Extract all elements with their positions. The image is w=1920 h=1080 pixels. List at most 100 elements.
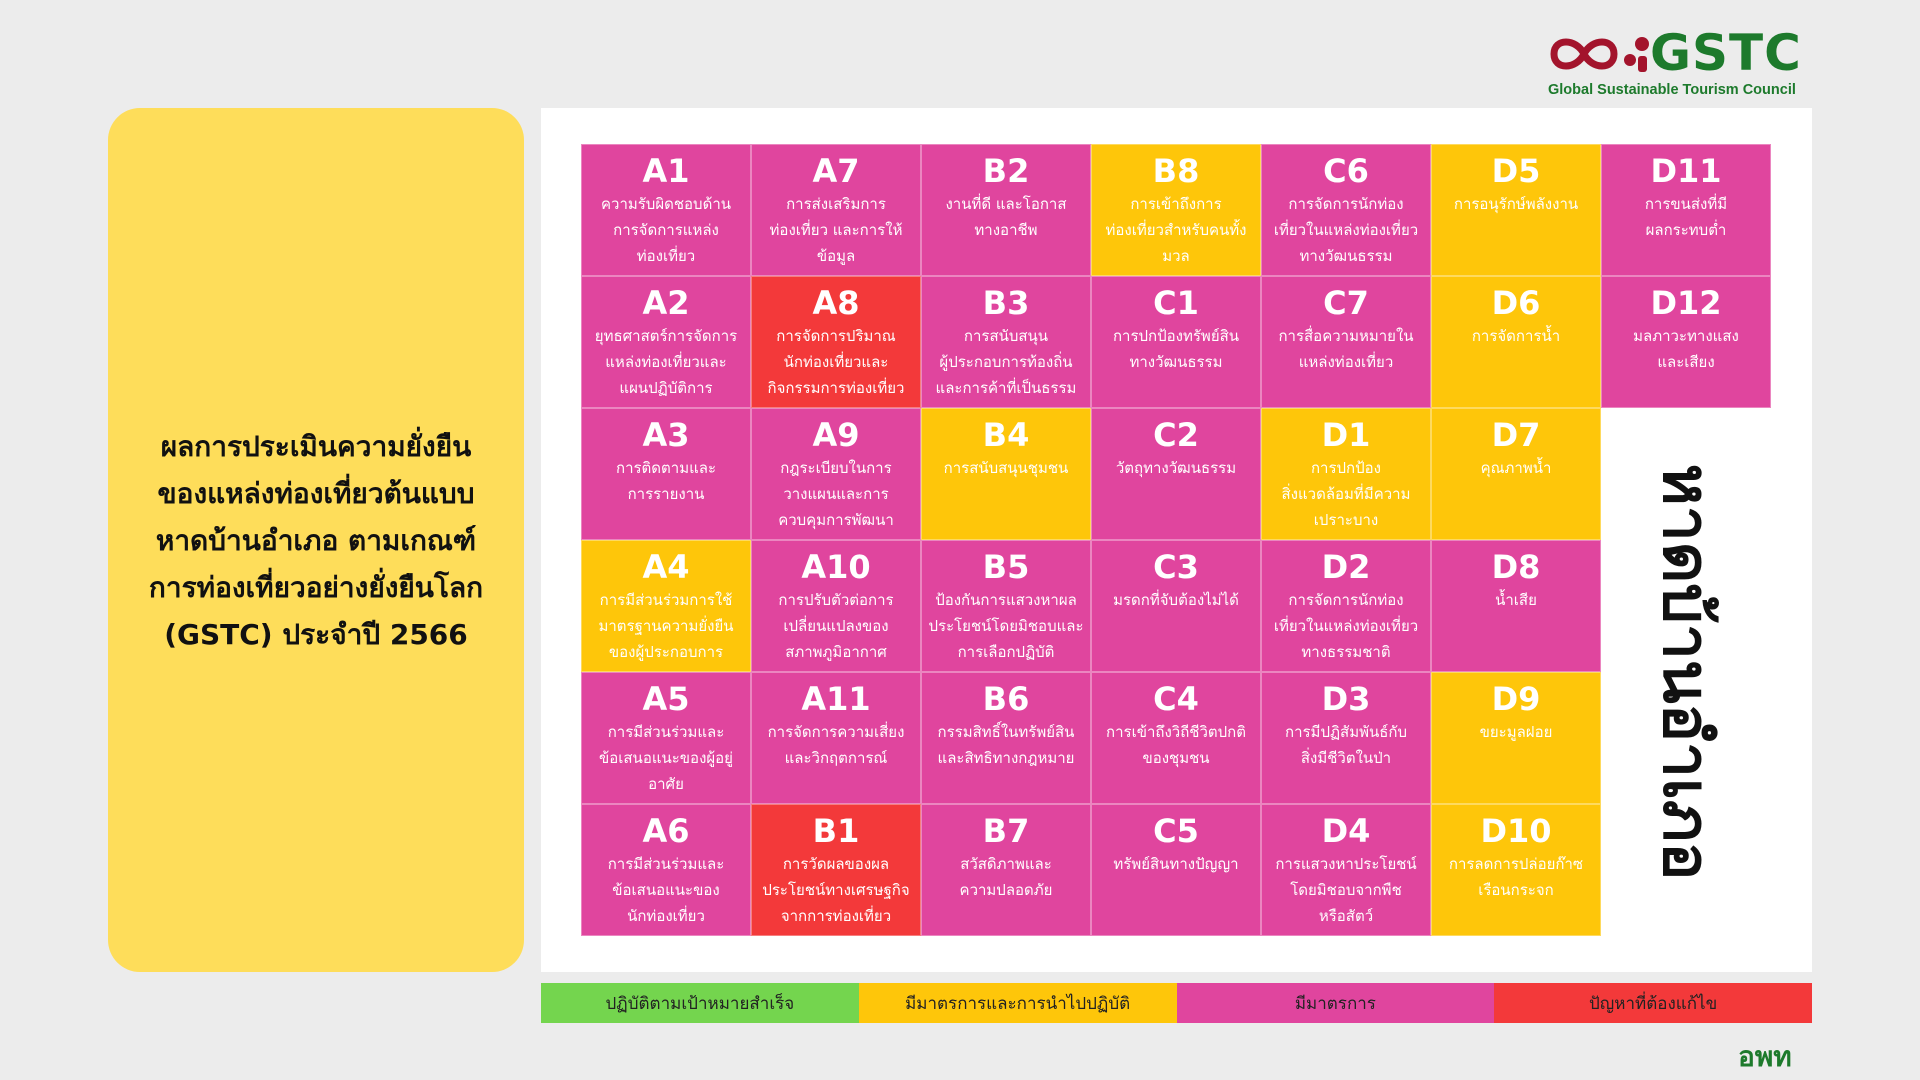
criterion-description: ยุทธศาสตร์การจัดการ แหล่งท่องเที่ยวและ แ… [594, 327, 738, 397]
criterion-description: การจัดการน้ำ [1471, 327, 1561, 345]
criterion-description: การแสวงหาประโยชน์ โดยมิชอบจากพืช หรือสัต… [1275, 855, 1417, 925]
criterion-code: B7 [982, 812, 1030, 850]
criterion-description: มลภาวะทางแสง และเสียง [1633, 327, 1739, 371]
status-legend: ปฏิบัติตามเป้าหมายสำเร็จ มีมาตรการและการน… [541, 983, 1812, 1023]
criterion-cell-a7: A7 การส่งเสริมการ ท่องเที่ยว และการให้ ข้… [751, 144, 921, 276]
criterion-code: B2 [982, 152, 1030, 190]
criterion-code: A8 [812, 284, 860, 322]
criterion-code: A10 [801, 548, 871, 586]
destination-name: หาดบ้านอำเภอ [1648, 463, 1722, 881]
criterion-description: น้ำเสีย [1495, 591, 1537, 609]
criterion-description: การเข้าถึงการ ท่องเที่ยวสำหรับคนทั้ง มวล [1105, 195, 1247, 265]
criterion-code: D8 [1491, 548, 1541, 586]
criterion-code: A3 [642, 416, 690, 454]
criterion-code: D7 [1491, 416, 1541, 454]
criterion-cell-c4: C4 การเข้าถึงวิถีชีวิตปกติ ของชุมชน [1091, 672, 1261, 804]
criterion-cell-d5: D5 การอนุรักษ์พลังงาน [1431, 144, 1601, 276]
criterion-cell-c3: C3 มรดกที่จับต้องไม่ได้ [1091, 540, 1261, 672]
criteria-grid: A1 ความรับผิดชอบด้าน การจัดการแหล่ง ท่องเ… [581, 144, 1771, 936]
criterion-cell-d6: D6 การจัดการน้ำ [1431, 276, 1601, 408]
gstc-logo: GSTC Global Sustainable Tourism Council [1540, 20, 1802, 102]
criterion-code: B5 [982, 548, 1030, 586]
criterion-cell-b7: B7 สวัสดิภาพและ ความปลอดภัย [921, 804, 1091, 936]
criterion-cell-d2: D2 การจัดการนักท่อง เที่ยวในแหล่งท่องเที่… [1261, 540, 1431, 672]
criterion-cell-b4: B4 การสนับสนุนชุมชน [921, 408, 1091, 540]
dasta-logo: อพท [1738, 1040, 1792, 1073]
legend-item-green: ปฏิบัติตามเป้าหมายสำเร็จ [541, 983, 859, 1023]
criterion-description: คุณภาพน้ำ [1480, 459, 1552, 477]
criterion-cell-a3: A3 การติดตามและ การรายงาน [581, 408, 751, 540]
criterion-code: A9 [812, 416, 860, 454]
criterion-code: A4 [642, 548, 690, 586]
criterion-code: B8 [1152, 152, 1200, 190]
criterion-cell-a9: A9 กฎระเบียบในการ วางแผนและการ ควบคุมการพ… [751, 408, 921, 540]
criterion-cell-a10: A10 การปรับตัวต่อการ เปลี่ยนแปลงของ สภาพภ… [751, 540, 921, 672]
criterion-description: การปกป้องทรัพย์สิน ทางวัฒนธรรม [1112, 327, 1240, 371]
criterion-description: การจัดการปริมาณ นักท่องเที่ยวและ กิจกรรม… [767, 327, 905, 397]
criterion-cell-d3: D3 การมีปฏิสัมพันธ์กับ สิ่งมีชีวิตในป่า [1261, 672, 1431, 804]
title-card: ผลการประเมินความยั่งยืน ของแหล่งท่องเที่ย… [108, 108, 524, 972]
gstc-logo-mark-icon [1550, 37, 1649, 72]
criterion-description: การสนับสนุนชุมชน [943, 459, 1069, 477]
criterion-code: C7 [1323, 284, 1369, 322]
destination-vertical-label: หาดบ้านอำเภอ [1601, 408, 1771, 936]
criterion-description: ขยะมูลฝอย [1479, 723, 1553, 741]
criterion-description: การติดตามและ การรายงาน [615, 459, 716, 503]
criterion-cell-c6: C6 การจัดการนักท่อง เที่ยวในแหล่งท่องเที่… [1261, 144, 1431, 276]
criterion-cell-a5: A5 การมีส่วนร่วมและ ข้อเสนอแนะของผู้อยู่ … [581, 672, 751, 804]
gstc-subtitle: Global Sustainable Tourism Council [1548, 82, 1796, 98]
criterion-cell-b1: B1 การวัดผลของผล ประโยชน์ทางเศรษฐกิจ จากก… [751, 804, 921, 936]
criterion-description: การจัดการนักท่อง เที่ยวในแหล่งท่องเที่ยว… [1273, 591, 1419, 661]
criterion-code: D4 [1321, 812, 1371, 850]
criterion-description: การสนับสนุน ผู้ประกอบการท้องถิ่น และการค… [935, 327, 1077, 397]
criterion-code: A2 [642, 284, 690, 322]
criterion-code: D9 [1491, 680, 1541, 718]
criterion-cell-c2: C2 วัตถุทางวัฒนธรรม [1091, 408, 1261, 540]
criterion-cell-a2: A2 ยุทธศาสตร์การจัดการ แหล่งท่องเที่ยวและ… [581, 276, 751, 408]
criterion-description: ป้องกันการแสวงหาผล ประโยชน์โดยมิชอบและ ก… [928, 591, 1084, 661]
criterion-code: C3 [1153, 548, 1199, 586]
criterion-description: การขนส่งที่มี ผลกระทบต่ำ [1644, 195, 1728, 239]
criterion-cell-a8: A8 การจัดการปริมาณ นักท่องเที่ยวและ กิจกร… [751, 276, 921, 408]
criterion-description: วัตถุทางวัฒนธรรม [1115, 459, 1237, 477]
criterion-cell-c1: C1 การปกป้องทรัพย์สิน ทางวัฒนธรรม [1091, 276, 1261, 408]
criterion-cell-d10: D10 การลดการปล่อยก๊าซ เรือนกระจก [1431, 804, 1601, 936]
criterion-cell-b8: B8 การเข้าถึงการ ท่องเที่ยวสำหรับคนทั้ง ม… [1091, 144, 1261, 276]
criterion-cell-a4: A4 การมีส่วนร่วมการใช้ มาตรฐานความยั่งยืน… [581, 540, 751, 672]
criterion-description: การมีปฏิสัมพันธ์กับ สิ่งมีชีวิตในป่า [1285, 723, 1407, 767]
criterion-cell-a11: A11 การจัดการความเสี่ยง และวิกฤตการณ์ [751, 672, 921, 804]
criterion-description: กรรมสิทธิ์ในทรัพย์สิน และสิทธิทางกฎหมาย [937, 723, 1075, 767]
criterion-description: กฎระเบียบในการ วางแผนและการ ควบคุมการพัฒ… [778, 459, 894, 529]
criterion-description: การปกป้อง สิ่งแวดล้อมที่มีความ เปราะบาง [1281, 459, 1411, 529]
criterion-code: C4 [1153, 680, 1199, 718]
criterion-description: การมีส่วนร่วมและ ข้อเสนอแนะของผู้อยู่ อา… [599, 723, 733, 793]
criterion-description: การจัดการนักท่อง เที่ยวในแหล่งท่องเที่ยว… [1273, 195, 1419, 265]
criterion-description: ความรับผิดชอบด้าน การจัดการแหล่ง ท่องเที… [600, 195, 731, 265]
criterion-cell-b2: B2 งานที่ดี และโอกาส ทางอาชีพ [921, 144, 1091, 276]
legend-item-red: ปัญหาที่ต้องแก้ไข [1494, 983, 1812, 1023]
criterion-code: C6 [1323, 152, 1369, 190]
criterion-cell-c7: C7 การสื่อความหมายใน แหล่งท่องเที่ยว [1261, 276, 1431, 408]
criterion-description: สวัสดิภาพและ ความปลอดภัย [959, 855, 1053, 899]
criterion-cell-d9: D9 ขยะมูลฝอย [1431, 672, 1601, 804]
criterion-description: การอนุรักษ์พลังงาน [1453, 195, 1579, 213]
criterion-cell-b3: B3 การสนับสนุน ผู้ประกอบการท้องถิ่น และกา… [921, 276, 1091, 408]
criterion-code: A7 [812, 152, 860, 190]
criterion-description: งานที่ดี และโอกาส ทางอาชีพ [945, 195, 1067, 239]
legend-item-pink: มีมาตรการ [1176, 983, 1495, 1023]
criterion-code: D11 [1650, 152, 1722, 190]
criterion-code: B6 [982, 680, 1030, 718]
criterion-code: A5 [642, 680, 690, 718]
criterion-cell-a1: A1 ความรับผิดชอบด้าน การจัดการแหล่ง ท่องเ… [581, 144, 751, 276]
criterion-description: การวัดผลของผล ประโยชน์ทางเศรษฐกิจ จากการ… [762, 855, 910, 925]
criterion-cell-d1: D1 การปกป้อง สิ่งแวดล้อมที่มีความ เปราะบา… [1261, 408, 1431, 540]
criterion-code: D6 [1491, 284, 1541, 322]
criterion-code: A6 [642, 812, 690, 850]
criterion-code: A1 [642, 152, 690, 190]
criterion-code: D3 [1321, 680, 1371, 718]
criterion-cell-d12: D12 มลภาวะทางแสง และเสียง [1601, 276, 1771, 408]
criterion-cell-d4: D4 การแสวงหาประโยชน์ โดยมิชอบจากพืช หรือส… [1261, 804, 1431, 936]
criterion-code: C2 [1153, 416, 1199, 454]
criterion-code: C5 [1153, 812, 1199, 850]
criterion-cell-b6: B6 กรรมสิทธิ์ในทรัพย์สิน และสิทธิทางกฎหมา… [921, 672, 1091, 804]
